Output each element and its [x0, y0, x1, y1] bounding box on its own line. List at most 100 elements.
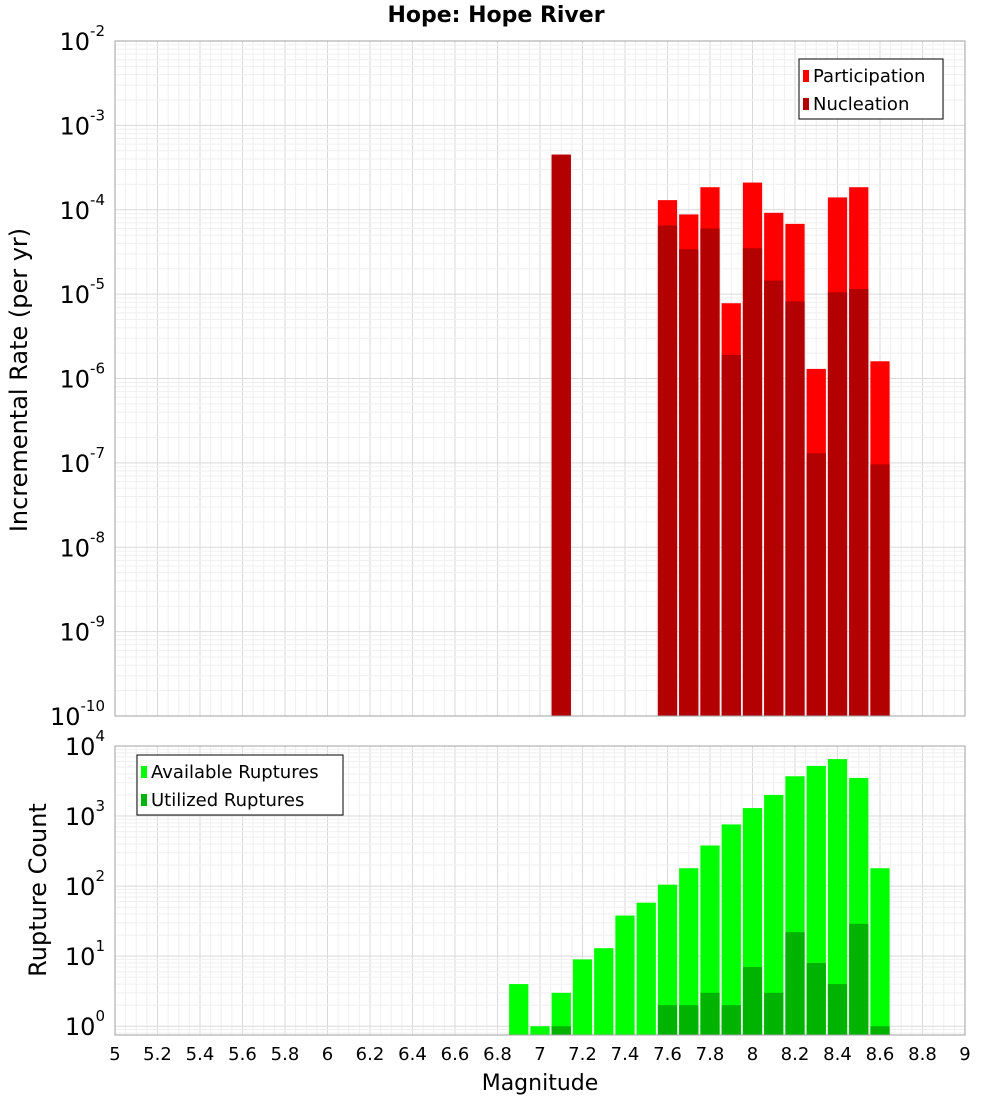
x-tick-label: 6.8 — [483, 1044, 512, 1065]
x-tick-label: 5.8 — [271, 1044, 300, 1065]
bottom-y-tick-exponent: 3 — [95, 797, 105, 815]
bottom-bar-available-ruptures — [636, 902, 656, 1035]
bottom-bar-utilized-ruptures — [849, 923, 869, 1035]
bottom-bar-available-ruptures — [509, 984, 529, 1035]
top-bar-nucleation — [721, 354, 741, 716]
bottom-bar-available-ruptures — [594, 948, 614, 1035]
x-tick-label: 7 — [534, 1044, 545, 1065]
bottom-bar-utilized-ruptures — [700, 992, 720, 1035]
bottom-bar-available-ruptures — [572, 959, 593, 1035]
bottom-bar-available-ruptures — [551, 992, 571, 1035]
top-bar-nucleation — [806, 453, 826, 716]
top-y-tick-exponent: -3 — [90, 106, 105, 124]
bottom-bar-utilized-ruptures — [827, 984, 848, 1035]
x-tick-label: 8.6 — [866, 1044, 895, 1065]
top-legend-swatch — [803, 98, 809, 110]
bottom-legend-label: Utilized Ruptures — [151, 790, 304, 811]
bottom-bar-available-ruptures — [827, 759, 848, 1035]
x-tick-label: 6.6 — [441, 1044, 470, 1065]
x-tick-label: 8.4 — [823, 1044, 852, 1065]
x-tick-label: 5.6 — [228, 1044, 257, 1065]
bottom-y-tick-base: 10 — [65, 803, 96, 831]
bottom-y-tick-exponent: 0 — [95, 1007, 105, 1025]
top-y-tick-base: 10 — [59, 534, 90, 562]
top-y-tick-base: 10 — [59, 197, 90, 225]
top-bar-nucleation — [764, 280, 784, 716]
x-tick-label: 8.8 — [908, 1044, 937, 1065]
top-y-tick-base: 10 — [59, 281, 90, 309]
bottom-bar-available-ruptures — [764, 794, 784, 1035]
top-y-tick-label: 10-3 — [59, 106, 105, 140]
top-y-tick-exponent: -6 — [90, 360, 105, 378]
bottom-y-tick-base: 10 — [65, 733, 96, 761]
top-y-tick-base: 10 — [59, 112, 90, 140]
bottom-y-tick-label: 100 — [65, 1007, 105, 1041]
x-axis-label: Magnitude — [482, 1071, 599, 1096]
bottom-bar-utilized-ruptures — [657, 1005, 678, 1035]
top-bar-nucleation — [870, 464, 890, 716]
bottom-bar-utilized-ruptures — [870, 1026, 890, 1035]
bottom-y-tick-base: 10 — [65, 1013, 96, 1041]
bottom-bar-available-ruptures — [700, 845, 720, 1035]
top-y-tick-label: 10-2 — [59, 22, 105, 56]
top-y-tick-exponent: -5 — [90, 275, 105, 293]
bottom-bar-available-ruptures — [657, 884, 678, 1035]
bottom-bar-available-ruptures — [530, 1026, 550, 1035]
top-bar-nucleation — [849, 289, 869, 716]
bottom-y-tick-label: 102 — [65, 867, 105, 901]
top-bars — [551, 154, 890, 717]
bottom-bar-available-ruptures — [721, 824, 741, 1035]
x-tick-label: 7.4 — [611, 1044, 640, 1065]
top-y-tick-label: 10-6 — [59, 360, 105, 394]
x-tick-label: 8 — [747, 1044, 758, 1065]
bottom-legend-label: Available Ruptures — [151, 762, 319, 783]
bottom-y-tick-label: 104 — [65, 727, 105, 761]
top-bar-nucleation — [700, 228, 720, 716]
x-tick-label: 8.2 — [781, 1044, 810, 1065]
x-tick-label: 6 — [322, 1044, 333, 1065]
bottom-bar-available-ruptures — [870, 868, 890, 1035]
bottom-legend-swatch — [141, 794, 147, 806]
top-legend: Participation Nucleation — [798, 58, 944, 120]
bottom-bars — [509, 759, 890, 1035]
x-tick-label: 7.6 — [653, 1044, 682, 1065]
bottom-plot-frame — [114, 745, 966, 1036]
bottom-legend: Available Ruptures Utilized Ruptures — [136, 754, 344, 816]
x-tick-label: 9 — [959, 1044, 970, 1065]
x-tick-label: 5.2 — [143, 1044, 172, 1065]
bottom-y-tick-base: 10 — [65, 873, 96, 901]
bottom-y-axis-label: Rupture Count — [24, 803, 52, 977]
top-bar-nucleation — [679, 249, 699, 716]
top-bar-nucleation — [551, 154, 571, 716]
bottom-bar-utilized-ruptures — [785, 932, 805, 1035]
top-horizontal-gridlines — [115, 40, 965, 717]
top-legend-swatch — [803, 70, 809, 82]
top-y-tick-base: 10 — [50, 703, 81, 731]
top-y-tick-label: 10-7 — [59, 444, 105, 478]
bottom-bar-available-ruptures — [615, 915, 635, 1035]
top-y-tick-exponent: -2 — [90, 22, 105, 40]
top-y-tick-base: 10 — [59, 28, 90, 56]
top-bar-nucleation — [827, 292, 848, 716]
top-y-tick-exponent: -7 — [90, 444, 105, 462]
top-y-tick-exponent: -9 — [90, 613, 105, 631]
x-tick-label: 5 — [109, 1044, 120, 1065]
top-legend-label: Nucleation — [813, 94, 909, 115]
top-y-tick-exponent: -8 — [90, 528, 105, 546]
bottom-bar-utilized-ruptures — [764, 992, 784, 1035]
top-y-tick-label: 10-4 — [59, 191, 105, 225]
bottom-y-tick-base: 10 — [65, 943, 96, 971]
bottom-bar-available-ruptures — [679, 868, 699, 1035]
bottom-y-tick-label: 103 — [65, 797, 105, 831]
top-y-tick-base: 10 — [59, 619, 90, 647]
bottom-bar-utilized-ruptures — [742, 967, 763, 1035]
bottom-legend-swatch — [141, 766, 147, 778]
top-legend-label: Participation — [813, 66, 925, 87]
top-bar-nucleation — [657, 225, 678, 716]
x-tick-label: 6.2 — [356, 1044, 385, 1065]
bottom-y-tick-exponent: 2 — [95, 867, 105, 885]
top-bar-nucleation — [785, 301, 805, 716]
chart-title: Hope: Hope River — [387, 3, 604, 28]
